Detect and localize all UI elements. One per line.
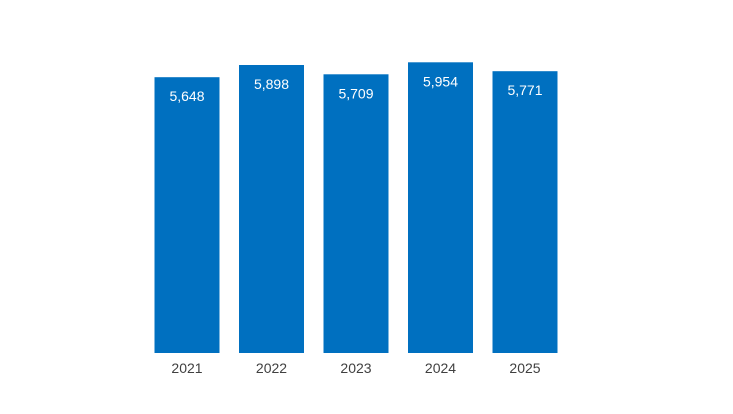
- data-label-2025: 5,771: [507, 82, 542, 98]
- data-labels-group: 5,648 5,898 5,709 5,954 5,771: [169, 73, 542, 104]
- data-label-2021: 5,648: [169, 88, 204, 104]
- bar-2025: [492, 71, 558, 353]
- x-tick-label-2022: 2022: [256, 360, 287, 376]
- bar-2022: [239, 65, 304, 353]
- bar-2021: [154, 77, 220, 353]
- x-tick-label-2025: 2025: [509, 360, 540, 376]
- x-tick-label-2021: 2021: [171, 360, 202, 376]
- data-label-2022: 5,898: [254, 76, 289, 92]
- data-label-2023: 5,709: [338, 85, 373, 101]
- x-tick-label-2023: 2023: [340, 360, 371, 376]
- x-tick-label-2024: 2024: [425, 360, 456, 376]
- bar-2023: [323, 74, 389, 354]
- bar-2024: [408, 62, 473, 354]
- x-axis-ticks: 2021 2022 2023 2024 2025: [171, 360, 540, 376]
- bars-group: [154, 62, 558, 354]
- data-label-2024: 5,954: [423, 73, 458, 89]
